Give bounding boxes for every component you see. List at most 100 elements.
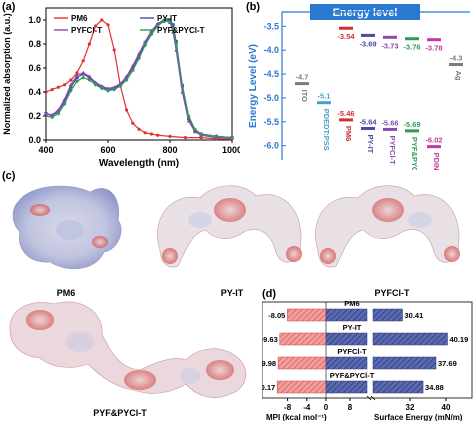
material-label: PY-IT [366,134,375,153]
data-point [143,43,148,48]
data-point [75,73,79,77]
data-point [112,87,117,92]
series-line-3 [45,19,233,139]
energy-tick-label: -4.5 [263,69,279,79]
energy-tick-label: -5.0 [263,93,279,103]
data-point [75,71,79,75]
series-line-1 [45,19,233,139]
surface-energy-value-label: 34.88 [425,383,444,392]
data-point [214,134,219,139]
data-point [131,121,135,125]
mpi-surface-chart: PM6 -8.05 30.41 PY-IT -9.63 40.19 PYFCl-T -9.98… [262,299,473,421]
x-tick-label: 800 [162,145,177,155]
data-point [199,132,203,136]
surface-energy-bar [325,380,368,394]
homo-level [383,127,397,131]
surface-energy-tick-label: 32 [406,403,415,412]
data-point [87,42,91,46]
homo-level [339,118,353,122]
x-axis-label: Wavelength (nm) [99,158,179,169]
data-point [192,127,197,132]
lumo-label: -3.78 [425,44,442,53]
data-point [106,88,110,93]
mpi-value-label: -9.98 [262,359,276,368]
data-point [155,24,160,28]
data-point [106,23,110,27]
data-point [137,54,141,58]
x-tick-label: 1000 [222,145,240,155]
data-point [94,24,98,28]
panel-label-a: (a) [2,1,16,13]
surface-energy-bar [372,332,448,346]
legend-entry: PYFCl-T [71,26,102,35]
data-point [192,129,197,134]
mpi-value-label: -8.05 [268,311,285,320]
data-point [143,131,147,135]
material-label: PM6 [344,126,353,141]
mpi-tick-label: -8 [284,403,292,412]
y-tick-label: 0.4 [28,87,41,97]
category-label: PYF&PYCl-T [330,371,375,380]
y-tick-label: 0.0 [28,135,41,145]
data-point [99,84,104,88]
d-frame [262,301,473,399]
energy-tick-label: -6.0 [263,141,279,151]
homo-level [405,129,419,133]
energy-level-chart: Energy level -3.5 -4.0 -4.5 -5.0 -5.5 -6.0 En… [248,4,470,170]
data-point [124,74,129,78]
mpi-value-label: -10.17 [262,383,275,392]
data-point [168,19,172,24]
lumo-label: -3.54 [337,32,355,41]
surface-energy-tick-label: 8 [348,403,353,412]
data-point [93,82,98,87]
surface-energy-value-label: 30.41 [404,311,423,320]
data-point [75,79,79,84]
lumo-label: -3.76 [403,43,420,52]
x-tick-label: 400 [38,145,53,155]
surface-energy-axis-label: Surface Energy (mN/m) [374,413,463,421]
data-point [130,68,135,73]
mol-label-pm6: PM6 [57,288,76,298]
surface-energy-tick-label: 40 [442,403,451,412]
series-line-2 [45,19,232,139]
data-point [130,63,135,68]
homo-label: -5.1 [318,92,331,101]
legend-entry: PYF&PYCl-T [157,26,205,35]
lumo-level [361,33,375,37]
homo-label: -5.66 [381,118,398,127]
mol-label-pyfcl-t: PYFCl-T [375,288,411,298]
category-label: PYFCl-T [337,347,367,356]
mpi-tick-label: 0 [324,403,329,412]
data-point [137,56,141,61]
lumo-level [339,26,353,30]
data-point [62,97,67,101]
data-point [155,21,160,26]
data-point [99,86,104,91]
data-point [87,78,92,82]
category-label: PM6 [344,299,359,308]
mpi-axis-label: MPI (kcal mol⁻¹) [266,413,327,421]
lumo-label: -3.73 [381,41,398,50]
data-point [81,59,85,63]
lumo-level [383,35,397,39]
y-tick-label: 1.0 [28,15,41,25]
esp-py-it: PY-IT [157,185,302,298]
mol-label-py-it: PY-IT [221,288,244,298]
data-point [112,85,117,89]
energy-tick-label: -4.0 [263,45,279,55]
material-label: PDINN [432,153,441,170]
homo-level [295,82,309,86]
absorption-chart: 400 600 800 1000 0.0 0.2 0.4 0.6 0.8 1.0 Wavelen… [2,7,240,169]
mpi-value-label: -9.63 [262,335,278,344]
material-label: PYFCl-T [388,135,397,165]
data-point [156,133,160,137]
data-point [161,19,166,24]
legend-entry: PY-IT [157,14,177,23]
data-point [81,70,86,75]
panel-label-c: (c) [2,170,16,182]
data-point [118,84,123,88]
data-point [171,23,175,27]
data-point [149,132,153,136]
lumo-label: -3.69 [359,39,376,48]
y-tick-label: 0.2 [28,111,41,121]
